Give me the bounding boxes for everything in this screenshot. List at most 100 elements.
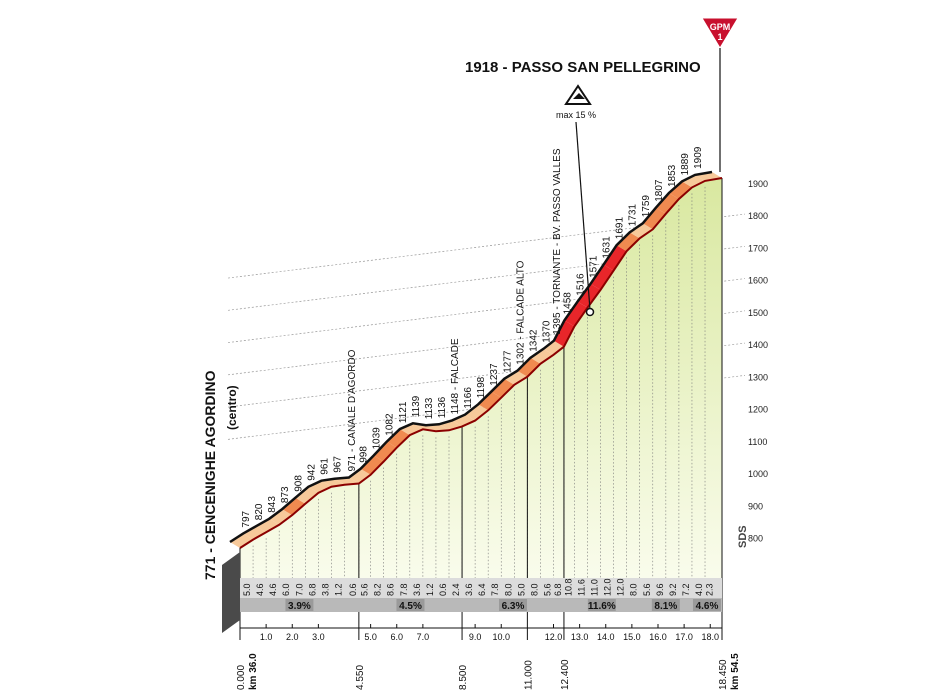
altitude-label: 1139 [411,395,422,417]
segment-gradient: 8.0 [629,583,639,596]
profile-front-edge [239,177,723,549]
km-tick-label: 15.0 [623,632,641,642]
chart-title: 1918 - PASSO SAN PELLEGRINO [465,59,701,76]
km-tick-label: 1.0 [260,632,273,642]
profile-band-segment [269,509,293,525]
segment-gradient: 11.6 [577,579,587,596]
profile-band-segment [478,391,502,411]
profile-band-segment [655,192,679,214]
profile-band-segment [282,497,306,516]
profile-band-segment [243,526,267,540]
segment-gradient: 9.2 [668,583,678,596]
grid-line [227,213,746,279]
altitude-label: 843 [267,496,278,513]
segment-gradient: 6.0 [281,583,291,596]
profile-band-segment [590,264,614,290]
grid-line [227,245,746,311]
segment-gradient: 8.0 [503,583,513,596]
altitude-label: 1807 [654,179,665,202]
segment-gradient: 6.8 [307,583,317,596]
y-tick-label: 1500 [748,308,768,318]
section-gradient: 8.1% [654,601,677,612]
altitude-scale: 800 900 1000 1100 1200 1300 1400 1500 1600 1700 18… [748,179,768,544]
altitude-label: 1148 - FALCADE [450,338,461,414]
altitude-label: 1731 [628,204,639,227]
start-location-label: 771 - CENCENIGHE AGORDINO [202,370,218,580]
section-gradient-box [499,599,528,611]
max-gradient-label: max 15 % [556,110,596,120]
grid-line [227,278,746,343]
segment-gradient: 6.4 [477,583,487,596]
km-tick-label: 6.0 [390,632,403,642]
segment-gradient: 1.2 [425,583,435,596]
altitude-label: 1909 [693,146,704,169]
profile-band-segment [543,340,564,355]
segment-gradient: 5.6 [543,583,553,596]
gpm-badge-line2: 1 [717,32,722,42]
altitude-label: 873 [280,486,291,503]
altitude-label: 1759 [641,195,652,218]
altitude-label: 1571 [589,255,600,278]
km-tick-label: 18.0 [701,632,719,642]
altitude-label: 1342 [528,329,539,352]
km-tick-label: 7.0 [417,632,430,642]
segment-gradient: 2.3 [705,583,715,596]
gpm-badge: GPM 1 [701,17,739,49]
altitude-label: 1277 [502,350,513,373]
altitude-label: 908 [293,475,304,492]
segment-gradient: 7.8 [399,583,409,596]
segment-gradient: 11.0 [590,579,600,596]
segment-gradient: 2.4 [451,583,461,596]
y-tick-label: 1400 [748,340,768,350]
section-gradient-box [587,599,616,611]
major-marker-label: 0.000 [236,665,247,690]
profile-band-segment [564,301,588,327]
segment-gradient: 12.0 [616,578,626,596]
segment-gradient: 0.6 [348,583,358,596]
max-gradient-point [585,307,595,317]
profile-band-segment [295,486,319,504]
km-axis: 1.0 2.0 3.0 5.0 6.0 7.0 9.0 10.0 12.0 13.0 14.0 15.… [236,624,741,690]
major-marker-sublabel: km 36.0 [248,653,259,690]
altitude-label: 1133 [424,397,435,419]
profile-band-segment [681,174,706,188]
km-tick-label: 17.0 [675,632,693,642]
km-tick-label: 13.0 [571,632,589,642]
major-marker-label: 18.450 [718,659,729,690]
segment-gradient: 0.6 [438,583,448,596]
profile-band-segment [308,480,332,493]
profile-top-outline [229,170,713,544]
major-marker-label: 4.550 [355,665,366,690]
profile-band-segment [616,232,640,252]
altitude-label: 820 [254,503,265,520]
y-tick-label: 1000 [748,469,768,479]
section-gradient: 6.3% [502,601,525,612]
brand-logo-text: SDS [737,525,749,548]
section-gradient-box [396,599,425,611]
profile-band-segment [553,320,575,347]
segment-gradient: 7.8 [490,583,500,596]
major-marker-sublabel: km 54.5 [730,653,741,690]
profile-base-slab [222,552,722,633]
profile-band-segment [504,370,528,385]
base-slab-side [222,552,240,633]
profile-band-segment [373,441,397,462]
major-marker-label: 12.400 [560,659,571,690]
section-gradient: 3.9% [288,601,311,612]
altitude-label: 1889 [680,153,691,176]
segment-gradient: 5.6 [360,583,370,596]
segment-gradient: 9.6 [655,583,665,596]
segment-gradient: 5.0 [516,583,526,596]
altitude-label: 942 [306,464,317,481]
segment-gradient: 4.6 [255,583,265,596]
altitude-label: 1853 [667,164,678,187]
max-gradient-pointer [575,121,591,311]
profile-band-segment [465,404,489,421]
section-gradient-box [651,599,680,611]
segment-gradient: 8.6 [386,583,396,596]
y-tick-label: 800 [748,534,763,544]
altitude-label: 1166 [463,387,474,409]
grid-line [227,342,746,408]
